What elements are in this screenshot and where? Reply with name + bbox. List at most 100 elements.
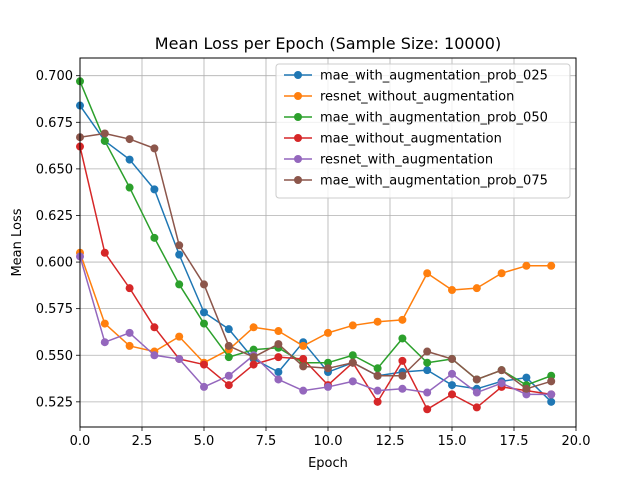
data-point [125,328,134,337]
data-point [522,390,531,399]
data-point [224,341,233,350]
data-point [299,386,308,395]
data-point [150,185,159,194]
data-point [175,354,184,363]
data-point [224,325,233,334]
data-point [125,183,134,192]
y-tick-label: 0.550 [36,349,73,364]
legend-label: resnet_with_augmentation [320,153,493,168]
data-point [547,390,556,399]
series-resnet_without_augmentation [76,248,556,367]
data-point [497,379,506,388]
data-point [100,129,109,138]
data-point [497,366,506,375]
data-point [200,280,208,289]
data-point [348,358,357,367]
x-tick-label: 0.0 [70,434,91,449]
y-axis-title: Mean Loss [10,208,25,276]
x-tick-label: 20.0 [562,434,591,449]
data-point [373,317,382,326]
series-line [79,146,552,411]
data-point [249,345,258,354]
data-point [348,321,357,330]
data-point [423,388,432,397]
data-point [547,397,556,406]
data-point [348,377,357,386]
data-point [373,386,382,395]
data-point [373,364,382,373]
data-point [522,261,531,270]
data-point [299,362,308,371]
series-line [79,252,552,364]
data-point [448,286,456,295]
y-tick-label: 0.700 [36,69,73,84]
data-point [274,375,283,384]
data-point [398,334,407,343]
data-point [150,144,159,153]
series-mae_with_augmentation_prob_075 [76,129,556,393]
data-point [249,360,258,369]
data-point [398,356,407,365]
data-point [200,382,208,391]
data-point [100,338,109,347]
data-point [497,269,506,278]
legend-label: mae_with_augmentation_prob_050 [320,111,548,126]
data-point [423,405,432,414]
x-tick-label: 5.0 [194,434,215,449]
legend-swatch-marker [294,176,302,184]
data-point [472,403,481,412]
legend-label: mae_with_augmentation_prob_075 [320,174,548,189]
data-point [100,248,109,257]
data-point [324,364,332,373]
data-point [224,353,233,362]
data-point [398,371,407,380]
data-point [448,381,456,390]
x-tick-label: 15.0 [438,434,467,449]
data-point [472,375,481,384]
data-point [348,351,357,360]
x-tick-label: 7.5 [256,434,277,449]
data-point [324,358,332,367]
data-point [373,371,382,380]
data-point [423,269,432,278]
legend-swatch-marker [294,134,302,142]
data-point [398,384,407,393]
legend-label: mae_without_augmentation [320,132,502,147]
data-point [423,358,432,367]
series-resnet_with_augmentation [76,252,556,399]
data-point [547,377,556,386]
data-point [448,369,456,378]
data-point [175,250,184,259]
series-line [79,105,552,403]
data-point [522,384,531,393]
legend-swatch-marker [294,71,302,79]
data-point [200,308,208,317]
legend-swatch-marker [294,92,302,100]
legend-label: mae_with_augmentation_prob_025 [320,69,548,84]
data-point [423,347,432,356]
legend-swatch-marker [294,155,302,163]
data-point [324,382,332,391]
legend-label: resnet_without_augmentation [320,90,514,105]
data-point [150,351,159,360]
legend-box [275,63,571,199]
data-point [274,353,283,362]
series-line [79,256,552,396]
data-point [472,284,481,293]
data-point [175,332,184,341]
x-tick-label: 2.5 [132,434,153,449]
data-point [299,341,308,350]
x-tick-label: 12.5 [376,434,405,449]
x-tick-label: 10.0 [314,434,343,449]
data-point [125,155,134,164]
data-point [472,388,481,397]
data-point [547,371,556,380]
y-tick-label: 0.575 [36,302,73,317]
data-point [274,340,283,349]
y-tick-label: 0.525 [36,395,73,410]
legend-swatch-marker [294,113,302,121]
series-layer [76,77,556,414]
data-point [324,328,332,337]
axis-ticks: 0.0 2.5 5.0 7.5 10.0 12.5 15.0 17.5 20.0 0.525 0.5… [36,69,591,449]
